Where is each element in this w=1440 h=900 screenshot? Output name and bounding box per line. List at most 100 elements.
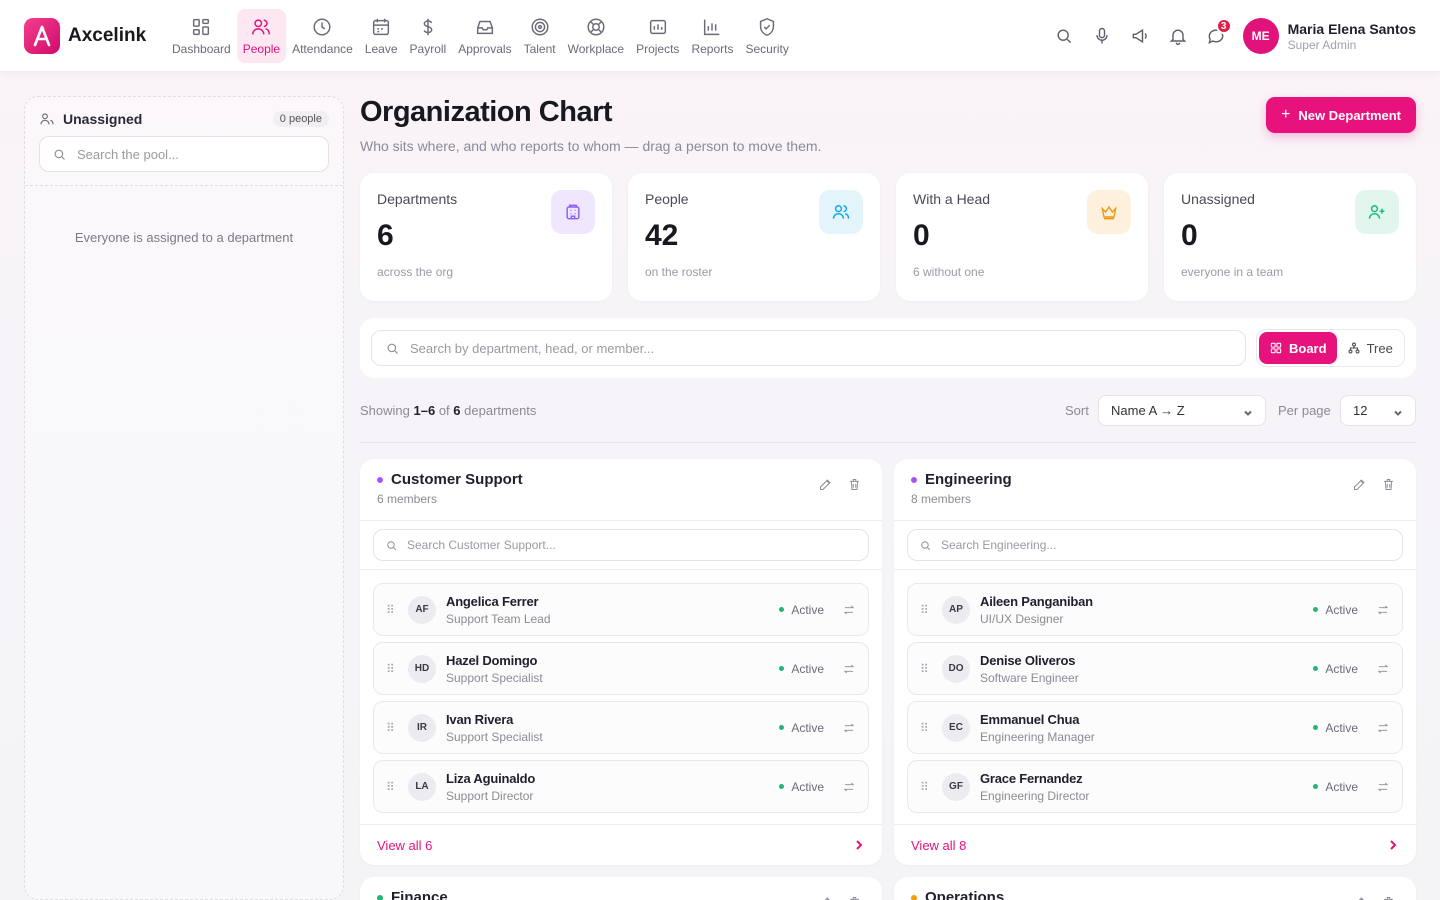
- notifications-button[interactable]: [1159, 16, 1197, 56]
- inbox-icon: [476, 20, 493, 35]
- showing-text: Showing 1–6 of 6 departments: [360, 403, 536, 418]
- member-name: Denise Oliveros: [980, 652, 1076, 668]
- department-name: Customer Support: [391, 471, 523, 488]
- member-row[interactable]: ⠿ HD Hazel Domingo Support Specialist Act…: [373, 642, 869, 695]
- drag-handle-icon[interactable]: ⠿: [920, 779, 929, 794]
- department-card-operations: Operations: [894, 877, 1416, 900]
- trash-icon[interactable]: [1381, 895, 1396, 900]
- member-avatar: EC: [942, 713, 970, 742]
- drag-handle-icon[interactable]: ⠿: [386, 720, 395, 735]
- edit-pencil-icon[interactable]: [818, 895, 833, 900]
- brand-name: Axcelink: [68, 25, 147, 46]
- trash-icon[interactable]: [847, 895, 862, 900]
- stats-row: Departments 6 across the org People 42 o…: [360, 173, 1416, 301]
- nav-item-talent[interactable]: Talent: [518, 9, 562, 63]
- member-role: Support Team Lead: [446, 611, 551, 626]
- member-row[interactable]: ⠿ DO Denise Oliveros Software Engineer Ac…: [907, 642, 1403, 695]
- search-icon: [54, 149, 65, 160]
- member-row[interactable]: ⠿ GF Grace Fernandez Engineering Director…: [907, 760, 1403, 813]
- megaphone-icon: [1132, 28, 1147, 44]
- nav-item-people[interactable]: People: [236, 9, 287, 63]
- nav-item-reports[interactable]: Reports: [685, 9, 739, 63]
- member-search-input[interactable]: [941, 538, 1328, 552]
- user-info[interactable]: Maria Elena Santos Super Admin: [1288, 21, 1416, 52]
- stat-caption: across the org: [377, 265, 454, 279]
- member-row[interactable]: ⠿ EC Emmanuel Chua Engineering Manager Ac…: [907, 701, 1403, 754]
- pool-search: [39, 136, 329, 172]
- status-label: Active: [791, 779, 824, 794]
- move-arrows-icon[interactable]: [1376, 780, 1390, 794]
- nav-item-security[interactable]: Security: [739, 9, 794, 63]
- trash-icon[interactable]: [1381, 477, 1396, 492]
- pool-search-input[interactable]: [77, 146, 298, 162]
- move-arrows-icon[interactable]: [842, 662, 856, 676]
- bar-chart-icon: [704, 19, 720, 36]
- nav-item-payroll[interactable]: Payroll: [404, 9, 453, 63]
- grid-icon: [1270, 342, 1282, 354]
- stat-card-unassigned: Unassigned 0 everyone in a team: [1164, 173, 1416, 301]
- move-arrows-icon[interactable]: [842, 780, 856, 794]
- status-label: Active: [791, 602, 824, 617]
- member-row[interactable]: ⠿ AP Aileen Panganiban UI/UX Designer Act…: [907, 583, 1403, 636]
- member-row[interactable]: ⠿ AF Angelica Ferrer Support Team Lead Ac…: [373, 583, 869, 636]
- trash-icon[interactable]: [847, 477, 862, 492]
- drag-handle-icon[interactable]: ⠿: [920, 661, 929, 676]
- department-member-search: [373, 529, 869, 561]
- move-arrows-icon[interactable]: [1376, 603, 1390, 617]
- people-icon: [252, 19, 271, 35]
- member-count: 6 members: [377, 492, 438, 506]
- status-badge: Active: [1313, 662, 1358, 676]
- status-badge: Active: [1313, 780, 1358, 794]
- user-avatar[interactable]: ME: [1242, 18, 1279, 54]
- tree-view-button[interactable]: Tree: [1337, 332, 1403, 364]
- announcements-button[interactable]: [1121, 16, 1159, 56]
- nav-item-approvals[interactable]: Approvals: [452, 9, 517, 63]
- member-row[interactable]: ⠿ IR Ivan Rivera Support Specialist Activ…: [373, 701, 869, 754]
- sort-select[interactable]: Name A → Z: [1098, 395, 1266, 426]
- member-role: Support Director: [446, 788, 534, 803]
- status-label: Active: [1325, 602, 1358, 617]
- move-arrows-icon[interactable]: [1376, 662, 1390, 676]
- stat-value: 0: [1181, 219, 1198, 252]
- drag-handle-icon[interactable]: ⠿: [920, 602, 929, 617]
- drag-handle-icon[interactable]: ⠿: [386, 779, 395, 794]
- stat-value: 0: [913, 219, 930, 252]
- member-list: ⠿ AF Angelica Ferrer Support Team Lead Ac…: [360, 570, 882, 824]
- nav-item-attendance[interactable]: Attendance: [286, 9, 359, 63]
- member-list: ⠿ AP Aileen Panganiban UI/UX Designer Act…: [894, 570, 1416, 824]
- department-cards-grid: Customer Support 6 members ⠿ AF Ange: [360, 459, 1416, 900]
- nav-item-leave[interactable]: Leave: [359, 9, 404, 63]
- department-search-input[interactable]: [410, 340, 1098, 356]
- stat-label: With a Head: [913, 191, 991, 207]
- drag-handle-icon[interactable]: ⠿: [920, 720, 929, 735]
- edit-pencil-icon[interactable]: [1352, 477, 1367, 492]
- nav-item-projects[interactable]: Projects: [630, 9, 685, 63]
- drag-handle-icon[interactable]: ⠿: [386, 602, 395, 617]
- edit-pencil-icon[interactable]: [818, 477, 833, 492]
- board-view-button[interactable]: Board: [1259, 332, 1337, 364]
- pool-title: Unassigned: [63, 111, 143, 127]
- view-all-link[interactable]: View all 6: [360, 824, 882, 865]
- member-search-input[interactable]: [407, 538, 794, 552]
- per-page-select[interactable]: 12: [1340, 395, 1416, 426]
- nav-item-dashboard[interactable]: Dashboard: [166, 9, 237, 63]
- messages-button[interactable]: 3: [1197, 16, 1235, 56]
- search-button[interactable]: [1045, 16, 1083, 56]
- member-name: Liza Aguinaldo: [446, 770, 536, 786]
- stat-card-departments: Departments 6 across the org: [360, 173, 612, 301]
- filter-bar: Board Tree: [360, 318, 1416, 378]
- move-arrows-icon[interactable]: [842, 603, 856, 617]
- move-arrows-icon[interactable]: [842, 721, 856, 735]
- voice-button[interactable]: [1083, 16, 1121, 56]
- edit-pencil-icon[interactable]: [1352, 895, 1367, 900]
- move-arrows-icon[interactable]: [1376, 721, 1390, 735]
- per-page-label: Per page: [1278, 403, 1331, 418]
- brand[interactable]: Axcelink: [24, 18, 146, 54]
- new-department-button[interactable]: + New Department: [1266, 97, 1416, 133]
- view-all-link[interactable]: View all 8: [894, 824, 1416, 865]
- drag-handle-icon[interactable]: ⠿: [386, 661, 395, 676]
- nav-item-workplace[interactable]: Workplace: [562, 9, 630, 63]
- status-badge: Active: [779, 662, 824, 676]
- member-row[interactable]: ⠿ LA Liza Aguinaldo Support Director Acti…: [373, 760, 869, 813]
- tree-view-label: Tree: [1366, 340, 1393, 356]
